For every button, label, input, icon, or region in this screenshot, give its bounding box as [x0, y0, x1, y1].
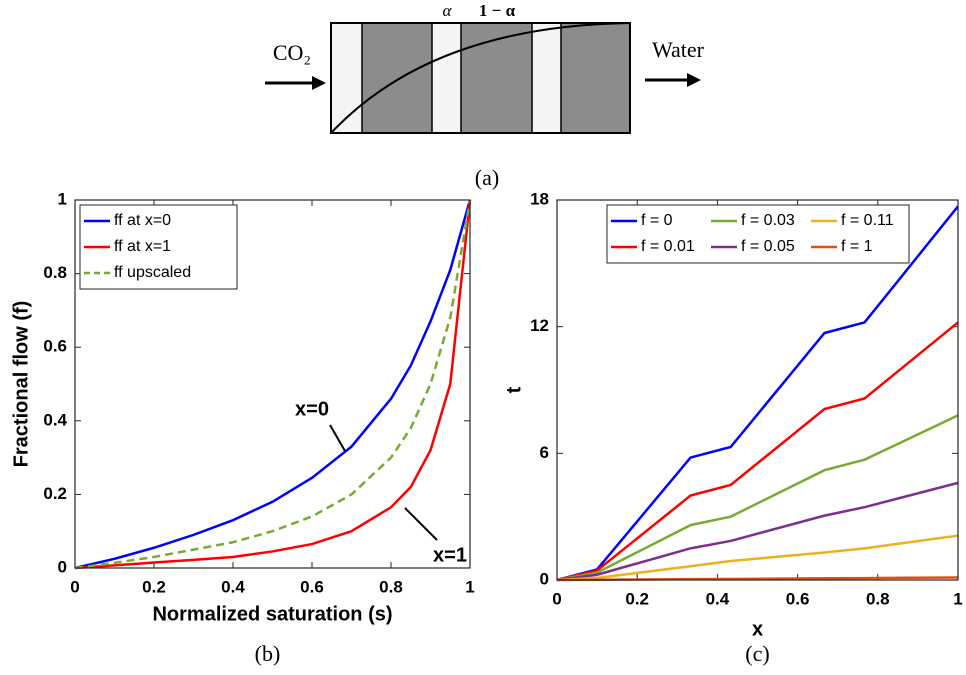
x-axis-label: x	[752, 618, 763, 640]
x-tick-label: 0.6	[300, 577, 324, 596]
legend-label: ff at x=1	[114, 238, 171, 255]
legend-label: f = 1	[841, 238, 873, 255]
y-tick-label: 18	[530, 189, 549, 208]
series-line	[556, 321, 959, 582]
panel-label: (a)	[475, 165, 499, 190]
y-tick-label: 0.2	[43, 484, 67, 503]
alpha-label: α	[443, 1, 453, 20]
y-tick-label: 0.8	[43, 263, 67, 282]
light-layer	[532, 24, 561, 132]
legend-label: f = 0.01	[641, 238, 695, 255]
legend-label: ff upscaled	[114, 264, 191, 281]
legend-box	[79, 204, 238, 290]
light-layer	[432, 24, 461, 132]
y-tick-label: 6	[540, 443, 549, 462]
series-line	[74, 199, 472, 570]
outlet-label: Water	[652, 37, 705, 62]
legend-label: f = 0.11	[841, 212, 894, 229]
light-layer	[332, 24, 362, 132]
x-tick-label: 0.2	[625, 589, 649, 608]
panel-label: (c)	[745, 641, 769, 666]
x-tick-label: 0	[552, 589, 561, 608]
x-tick-label: 0.4	[221, 577, 245, 596]
core-box	[330, 22, 631, 134]
legend-label: f = 0	[641, 212, 673, 229]
inlet-arrowhead	[312, 76, 326, 90]
x-tick-label: 0	[70, 577, 79, 596]
series-line	[556, 534, 959, 582]
plot-frame	[556, 199, 959, 581]
y-tick-label: 0.4	[43, 410, 67, 429]
inlet-label: CO₂	[273, 40, 311, 65]
x-tick-label: 0.8	[866, 589, 890, 608]
series-line	[556, 414, 959, 582]
y-axis-label: Fractional flow (f)	[10, 301, 32, 468]
diagram: α 1 − α CO₂ Water (a)	[265, 1, 705, 190]
profile-curve	[330, 22, 631, 134]
x-tick-label: 1	[465, 577, 474, 596]
annotation: x=0	[295, 398, 329, 420]
y-tick-label: 12	[530, 316, 549, 335]
plot-frame	[74, 199, 471, 569]
legend-label: ff at x=0	[114, 212, 171, 229]
x-tick-label: 0.4	[706, 589, 730, 608]
x-axis-label: Normalized saturation (s)	[152, 603, 392, 625]
outlet-arrowhead	[687, 73, 701, 87]
legend-box	[606, 204, 910, 264]
annotations: x=0 x=1	[295, 398, 467, 566]
y-tick-label: 0.6	[43, 337, 67, 356]
layer-borders	[361, 23, 562, 133]
annotation-pointer	[329, 424, 346, 452]
x-tick-label: 1	[953, 589, 962, 608]
panel-label: (b)	[255, 641, 281, 666]
y-tick-label: 0	[58, 557, 67, 576]
x-tick-label: 0.6	[786, 589, 810, 608]
x-tick-label: 0.2	[142, 577, 166, 596]
one-minus-alpha-label: 1 − α	[479, 1, 516, 20]
x-tick-label: 0.8	[379, 577, 403, 596]
series-line	[74, 199, 472, 570]
annotation: x=1	[433, 544, 467, 566]
series-line	[74, 199, 472, 570]
series-line	[556, 481, 959, 582]
legend-label: f = 0.05	[741, 238, 795, 255]
annotation-pointer	[404, 507, 438, 541]
y-tick-label: 0	[540, 569, 549, 588]
y-tick-label: 1	[58, 189, 67, 208]
legend-label: f = 0.03	[741, 212, 795, 229]
y-axis-label: t	[503, 386, 525, 393]
